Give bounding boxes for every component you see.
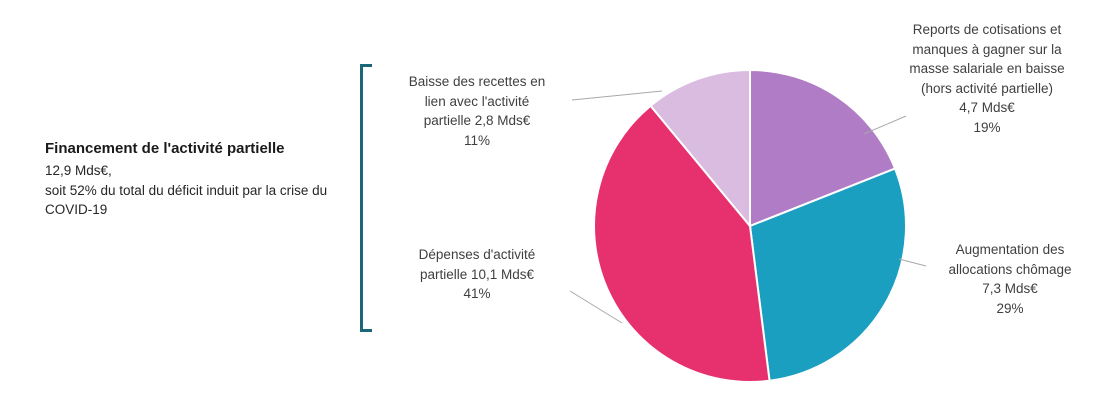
pie-slice-depenses-activite-partielle [593, 104, 771, 383]
summary-body: 12,9 Mds€, soit 52% du total du déficit … [45, 163, 328, 218]
callout-baisse-recettes: Baisse des recettes en lien avec l'activ… [408, 74, 546, 148]
bracket-shape [360, 64, 372, 332]
pie-slice-allocations-chomage [749, 167, 907, 382]
summary-title: Financement de l'activité partielle [45, 140, 285, 157]
callout-reports-cotisations: Reports de cotisations et manques à gagn… [909, 22, 1065, 135]
pie-slice-reports-cotisations [749, 69, 897, 227]
pie-chart-svg [593, 69, 907, 383]
summary-block: Financement de l'activité partielle 12,9… [45, 140, 357, 220]
pie-chart [592, 68, 908, 384]
pie-slice-baisse-recettes [649, 69, 751, 227]
callout-depenses-activite: Dépenses d'activité partielle 10,1 Mds€ … [418, 247, 536, 302]
callout-allocations-chomage: Augmentation des allocations chômage 7,3… [948, 242, 1072, 316]
